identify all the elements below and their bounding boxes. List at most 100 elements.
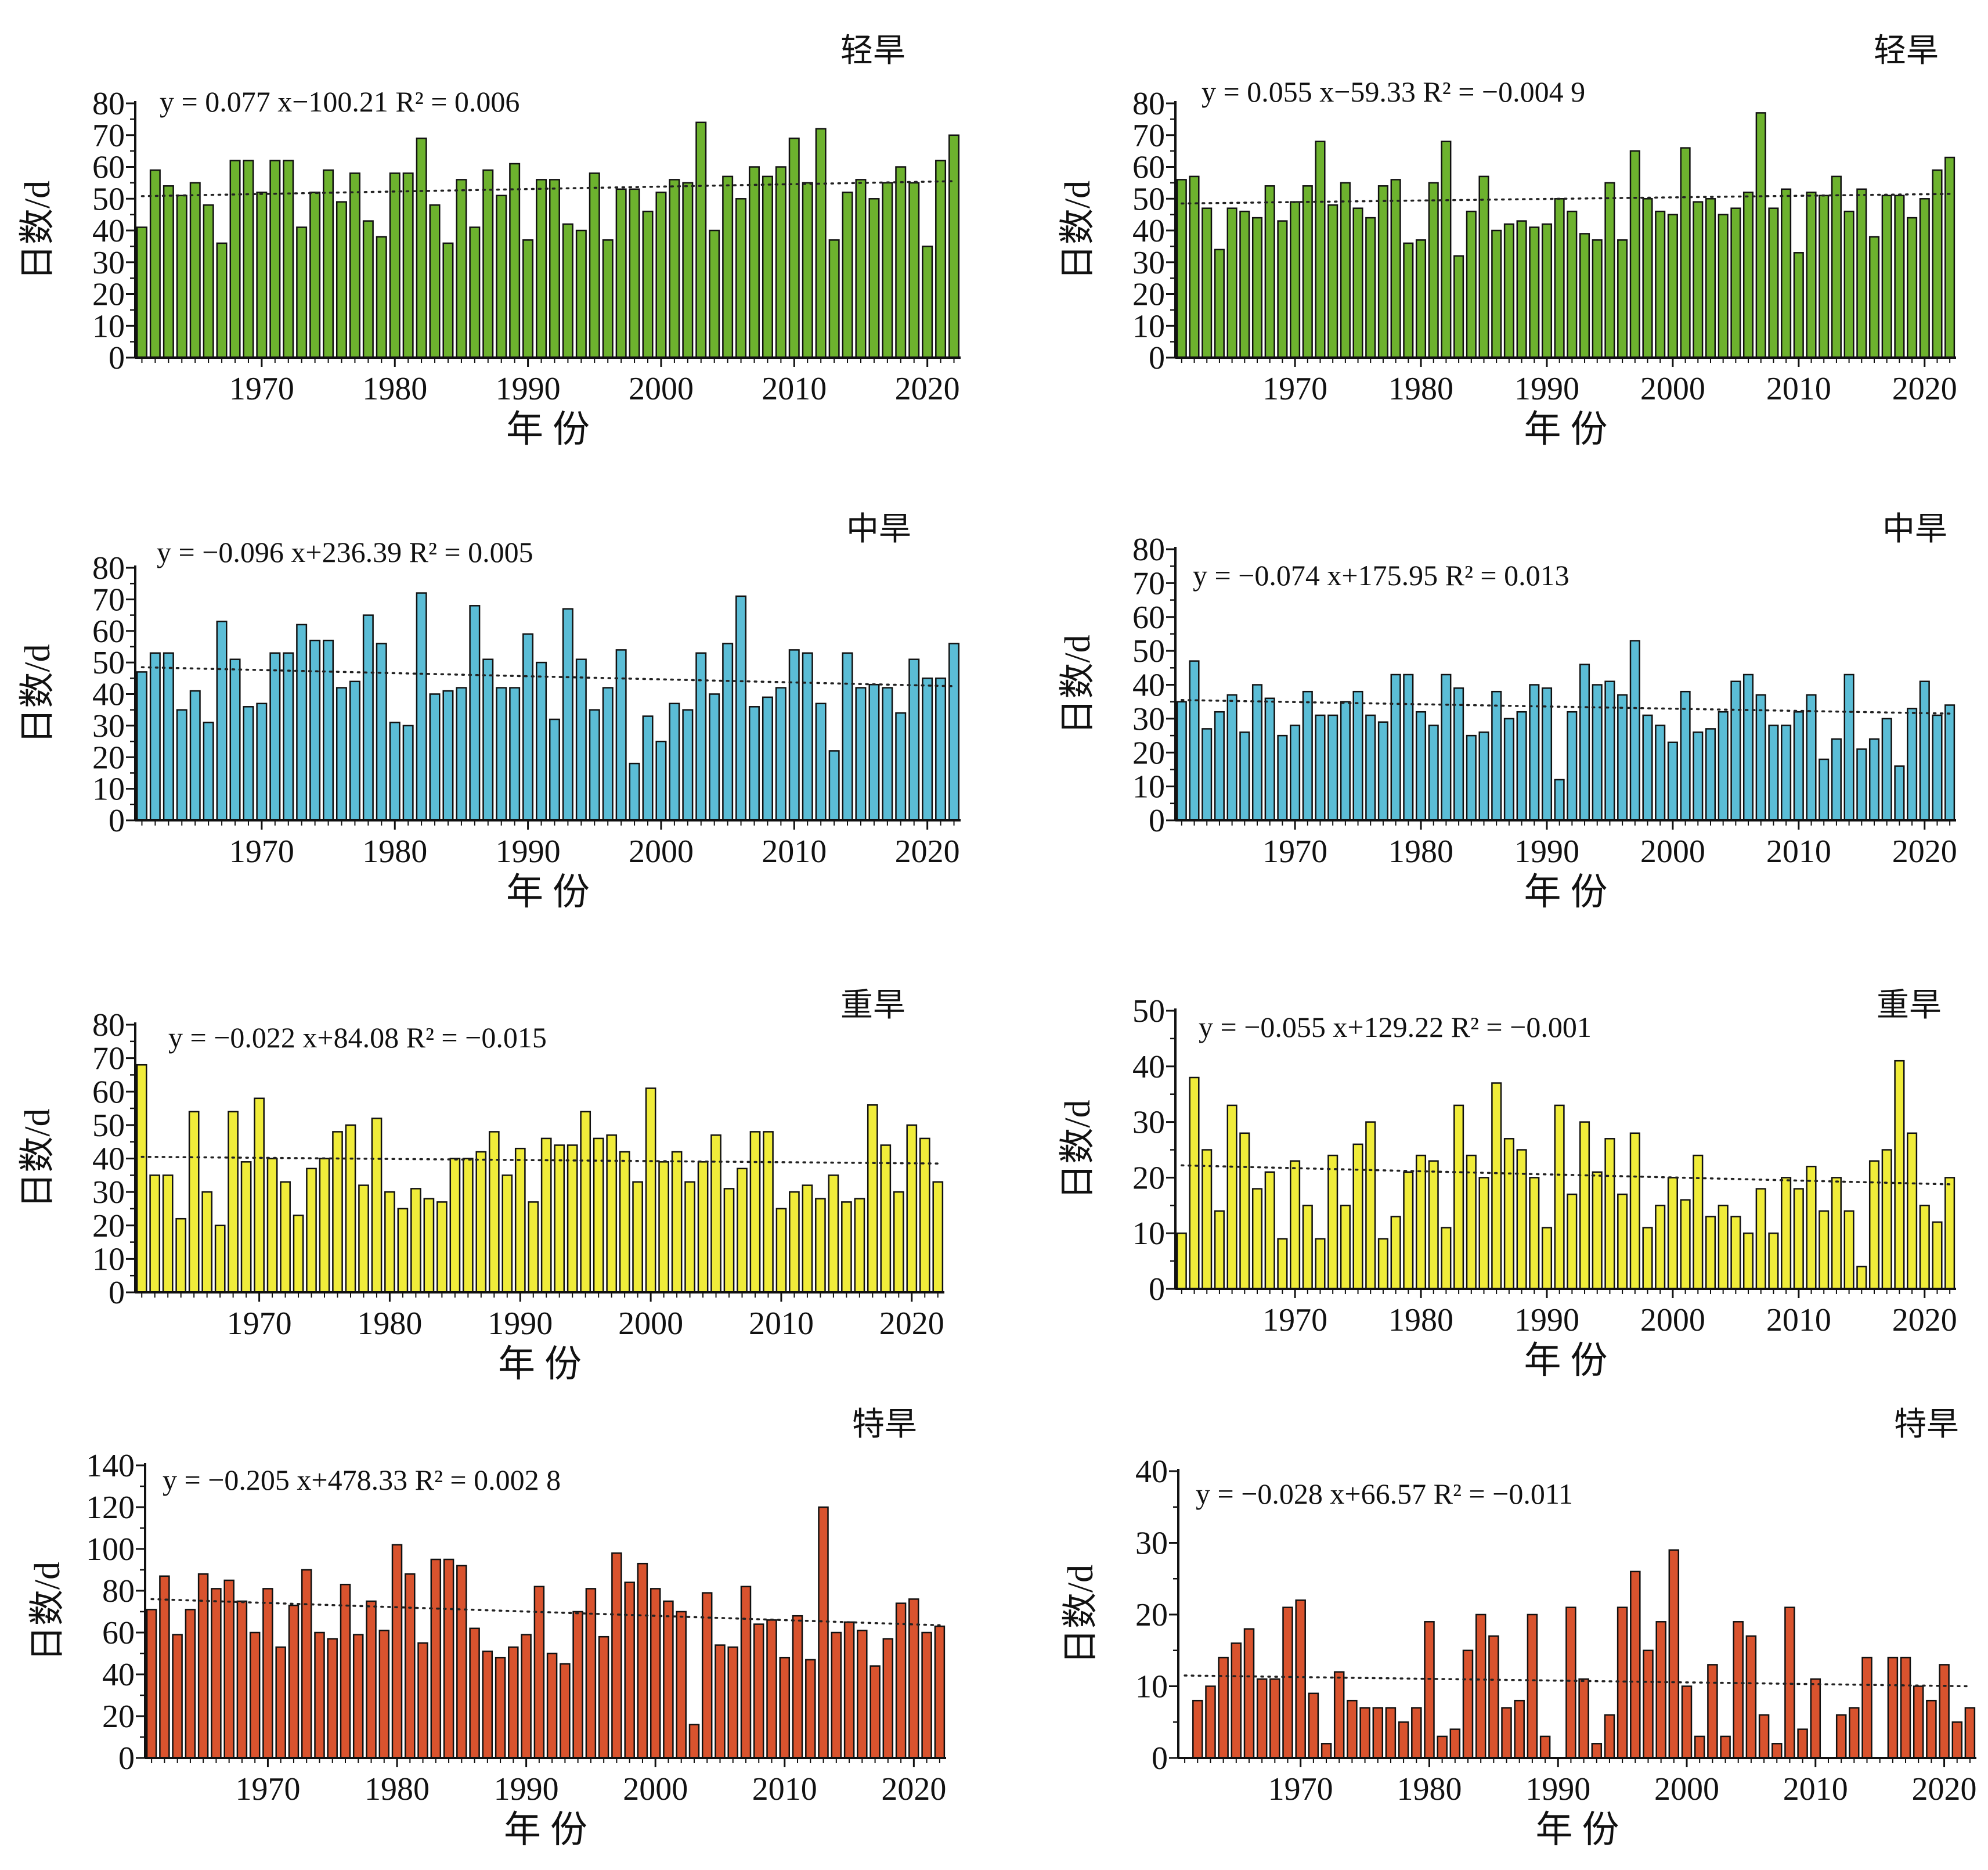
bar-1983 <box>1453 255 1464 359</box>
bar-1978 <box>1390 673 1401 821</box>
bar-2005 <box>1745 1635 1757 1759</box>
x-tick-label: 2000 <box>629 371 694 407</box>
x-tick-label: 1980 <box>357 1306 422 1342</box>
bar-1993 <box>1579 1121 1590 1290</box>
x-axis-title: 年 份 <box>506 871 590 913</box>
bar-2006 <box>1742 673 1754 821</box>
chart-panel-6: 0 10 20 30 40 50 1970 1980 1990 2000 2010 2020 年 份 日数… <box>1058 988 1957 1381</box>
x-tick-label: 1990 <box>1525 1771 1590 1807</box>
bar-1994 <box>567 1144 578 1293</box>
bar-1986 <box>1501 1707 1512 1759</box>
bar-2016 <box>1887 1656 1899 1759</box>
bar-1970 <box>254 1097 265 1293</box>
bar-2009 <box>1797 1728 1808 1759</box>
bar-1981 <box>402 172 414 359</box>
bar-1995 <box>580 1111 591 1293</box>
y-tick-label: 70 <box>1132 118 1165 154</box>
bar-1982 <box>1441 1227 1452 1290</box>
bar-1991 <box>528 1201 539 1293</box>
bar-2018 <box>1913 1685 1924 1759</box>
x-axis-title: 年 份 <box>1536 1809 1619 1850</box>
bar-2012 <box>1819 194 1830 359</box>
bar-1980 <box>1415 711 1427 821</box>
x-tick-label: 2000 <box>1640 1302 1705 1338</box>
y-tick-label: 60 <box>102 1615 135 1651</box>
bar-1990 <box>1541 1227 1553 1290</box>
bar-1994 <box>575 229 587 359</box>
bar-1970 <box>1290 201 1301 359</box>
bar-2002 <box>1693 201 1704 359</box>
bar-2022 <box>1944 1177 1955 1290</box>
bar-1965 <box>1231 1642 1242 1759</box>
bar-2003 <box>1705 1216 1716 1290</box>
y-tick-label: 30 <box>1132 245 1165 281</box>
bar-1998 <box>1655 1621 1666 1759</box>
bar-1980 <box>1415 239 1427 359</box>
bar-1965 <box>1226 1104 1237 1290</box>
y-tick-label: 100 <box>86 1532 135 1568</box>
bar-2018 <box>882 1638 894 1759</box>
bar-2017 <box>882 687 893 821</box>
bar-1987 <box>1503 1138 1514 1290</box>
bar-1962 <box>1189 1076 1200 1290</box>
bar-1961 <box>136 671 147 821</box>
bar-1978 <box>1390 179 1401 359</box>
bar-2005 <box>1730 680 1741 821</box>
bar-1964 <box>176 194 187 359</box>
bar-1975 <box>1359 1707 1370 1759</box>
x-tick-label: 2010 <box>1766 1302 1831 1338</box>
bar-1999 <box>632 1181 643 1293</box>
bar-2020 <box>906 1124 918 1293</box>
bar-1998 <box>624 1581 635 1759</box>
bar-2008 <box>1768 725 1779 821</box>
bar-1992 <box>549 179 560 359</box>
x-tick-label: 2020 <box>1912 1771 1977 1807</box>
y-tick-label: 0 <box>1149 1271 1165 1307</box>
bar-2020 <box>1939 1664 1950 1759</box>
bar-1974 <box>1340 1205 1351 1290</box>
bar-1992 <box>1567 711 1578 821</box>
bar-1985 <box>1478 731 1489 821</box>
y-tick-label: 10 <box>92 308 125 344</box>
bar-1970 <box>256 702 268 821</box>
bar-1990 <box>1541 223 1553 359</box>
bar-2015 <box>841 1201 852 1293</box>
bar-1989 <box>1539 1735 1551 1759</box>
bar-1984 <box>442 690 454 821</box>
bar-1970 <box>256 192 268 359</box>
bar-2000 <box>1667 214 1678 359</box>
bar-1999 <box>1655 1205 1666 1290</box>
bar-1977 <box>349 172 360 359</box>
y-tick-label: 40 <box>92 1141 125 1177</box>
bar-2005 <box>715 1644 726 1759</box>
y-tick-label: 60 <box>1132 150 1165 186</box>
bar-1984 <box>1466 734 1477 821</box>
bar-1988 <box>1516 1149 1527 1290</box>
bar-1986 <box>1491 1082 1502 1290</box>
bar-1981 <box>397 1208 409 1293</box>
bar-1982 <box>1441 140 1452 359</box>
bar-1995 <box>1604 680 1615 821</box>
bar-2011 <box>1806 694 1817 821</box>
x-tick-label: 2000 <box>1654 1771 1719 1807</box>
x-tick-label: 1990 <box>1514 834 1579 870</box>
bar-1985 <box>1478 175 1489 359</box>
x-tick-label: 1990 <box>488 1306 553 1342</box>
bar-2011 <box>1806 1165 1817 1290</box>
bar-1969 <box>1277 220 1288 359</box>
x-tick-label: 2000 <box>629 834 694 870</box>
bar-2022 <box>934 1625 946 1759</box>
bar-1998 <box>1642 198 1653 359</box>
bar-1991 <box>1554 779 1565 821</box>
x-tick-label: 2010 <box>752 1771 817 1807</box>
bar-2001 <box>1680 690 1691 821</box>
bar-1987 <box>1503 223 1514 359</box>
y-tick-label: 20 <box>92 1208 125 1244</box>
bar-1999 <box>1668 1549 1680 1759</box>
bar-1972 <box>1315 1238 1326 1290</box>
x-tick-label: 2000 <box>623 1771 688 1807</box>
x-tick-label: 1970 <box>229 371 294 407</box>
bar-1966 <box>203 204 214 359</box>
bar-1982 <box>417 1642 428 1759</box>
bar-1985 <box>456 1565 467 1759</box>
